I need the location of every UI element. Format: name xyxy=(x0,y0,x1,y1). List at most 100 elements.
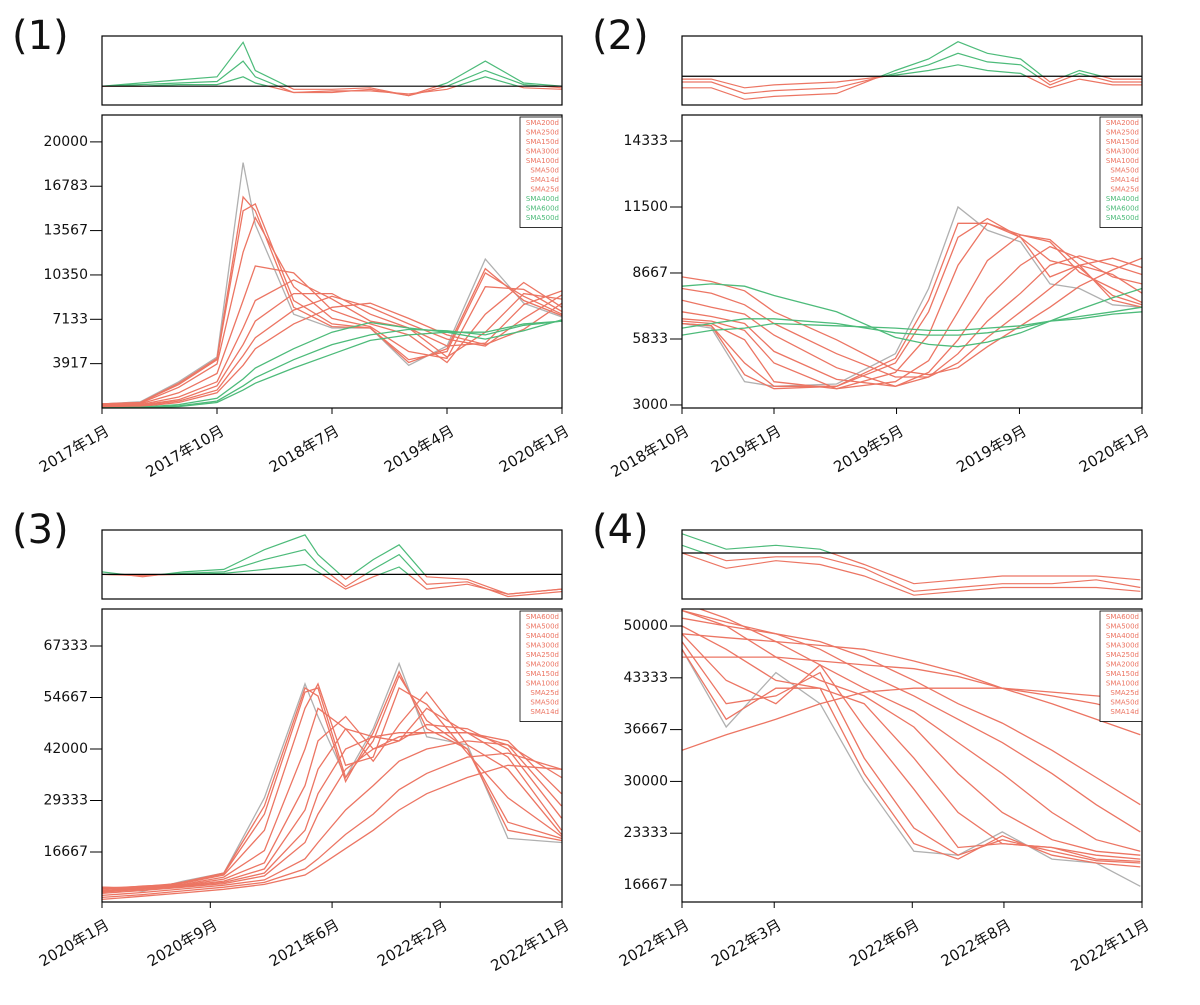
plot-frame xyxy=(681,608,1143,903)
legend-entry: SMA250d xyxy=(526,651,559,659)
legend-entry: SMA300d xyxy=(526,642,559,650)
x-tick-label: 2019年9月 xyxy=(953,422,1029,476)
x-tick-label: 2022年2月 xyxy=(374,916,450,970)
legend-entry: SMA150d xyxy=(526,670,559,678)
y-tick-label: 50000 xyxy=(623,618,668,634)
sma-line xyxy=(682,245,1142,387)
deviation-line-negative xyxy=(702,553,1141,592)
x-tick-label: 2022年6月 xyxy=(846,916,922,970)
deviation-line-positive xyxy=(102,549,419,575)
sma-line xyxy=(682,609,1141,833)
legend-entry: SMA250d xyxy=(1106,129,1139,137)
legend-entry: SMA500d xyxy=(526,623,559,631)
y-tick-label: 30000 xyxy=(623,773,668,789)
y-tick-label: 7133 xyxy=(52,311,88,327)
sma-line xyxy=(102,202,562,405)
legend-entry: SMA100d xyxy=(526,680,559,688)
legend-entry: SMA14d xyxy=(530,176,559,184)
deviation-line-positive xyxy=(102,563,410,575)
deviation-line-negative xyxy=(682,76,1142,100)
legend-entry: SMA150d xyxy=(1106,670,1139,678)
legend-entry: SMA200d xyxy=(1106,661,1139,669)
y-tick-label: 29333 xyxy=(43,792,88,808)
sma-line xyxy=(682,687,1141,751)
sma-line xyxy=(102,320,562,408)
sma-line xyxy=(102,265,562,406)
legend-entry: SMA25d xyxy=(1110,689,1139,697)
legend-entry: SMA600d xyxy=(526,613,559,621)
sma-line xyxy=(682,222,1142,390)
deviation-line-negative xyxy=(102,574,562,595)
x-tick-label: 2022年11月 xyxy=(1068,916,1153,975)
plot-frame xyxy=(101,114,563,409)
sma-line xyxy=(102,732,562,893)
sma-line xyxy=(682,633,1141,736)
x-tick-label: 2020年1月 xyxy=(36,916,112,970)
legend-entry: SMA200d xyxy=(526,661,559,669)
legend-box xyxy=(519,610,563,722)
sma-line xyxy=(102,320,562,408)
panel: (3) 16667 29333 42000 54667 67333 2020年1月 2020年… xyxy=(12,507,572,975)
y-tick-label: 54667 xyxy=(43,689,88,705)
deviation-line-positive xyxy=(682,533,833,553)
y-tick-label: 3917 xyxy=(52,356,88,372)
y-tick-label: 23333 xyxy=(623,825,668,841)
x-tick-label: 2018年10月 xyxy=(608,422,693,481)
sma-line xyxy=(102,216,562,406)
legend-entry: SMA500d xyxy=(526,214,559,222)
x-tick-label: 2022年3月 xyxy=(708,916,784,970)
legend-entry: SMA14d xyxy=(530,708,559,716)
deviation-line-positive xyxy=(102,60,550,87)
sma-line xyxy=(682,306,1142,336)
x-tick-label: 2019年5月 xyxy=(830,422,906,476)
deviation-line-negative xyxy=(117,574,562,595)
y-tick-label: 16667 xyxy=(43,844,88,860)
deviation-frame xyxy=(101,529,563,600)
legend-entry: SMA50d xyxy=(530,699,559,707)
sma-line xyxy=(682,257,1142,376)
legend-entry: SMA50d xyxy=(1110,167,1139,175)
x-tick-label: 2017年10月 xyxy=(143,422,228,481)
legend-entry: SMA400d xyxy=(1106,632,1139,640)
y-tick-label: 8667 xyxy=(632,265,668,281)
legend-entry: SMA25d xyxy=(1110,186,1139,194)
deviation-line-positive xyxy=(879,41,1104,77)
legend-entry: SMA200d xyxy=(526,119,559,127)
panel: (1) 3917 7133 10350 13567 16783 20000 2017年1月 20… xyxy=(12,13,572,481)
legend-box xyxy=(1099,610,1143,722)
legend-entry: SMA50d xyxy=(530,167,559,175)
sma-line xyxy=(682,311,1142,336)
legend-entry: SMA600d xyxy=(1106,613,1139,621)
legend-entry: SMA150d xyxy=(526,138,559,146)
y-tick-label: 10350 xyxy=(43,267,88,283)
legend-entry: SMA600d xyxy=(526,205,559,213)
legend-entry: SMA200d xyxy=(1106,119,1139,127)
x-tick-label: 2021年6月 xyxy=(266,916,342,970)
y-tick-label: 16667 xyxy=(623,877,668,893)
deviation-line-positive xyxy=(102,76,521,87)
deviation-line-positive xyxy=(102,534,426,575)
x-tick-label: 2020年9月 xyxy=(144,916,220,970)
legend-entry: SMA300d xyxy=(526,148,559,156)
sma-line xyxy=(102,691,562,890)
y-tick-label: 67333 xyxy=(43,638,88,654)
sma-line xyxy=(682,255,1142,387)
sma-line xyxy=(682,625,1141,860)
legend-entry: SMA100d xyxy=(526,157,559,165)
legend-entry: SMA400d xyxy=(526,195,559,203)
x-tick-label: 2022年11月 xyxy=(488,916,573,975)
deviation-line-negative xyxy=(102,86,562,97)
panel: (4) 16667 23333 30000 36667 43333 50000 2022年1月… xyxy=(592,507,1152,975)
legend-entry: SMA500d xyxy=(1106,214,1139,222)
legend-box xyxy=(519,116,563,228)
deviation-line-negative xyxy=(682,76,1142,95)
panel: (2) 3000 5833 8667 11500 14333 2018年10月 2019年1月… xyxy=(592,13,1152,481)
legend-entry: SMA250d xyxy=(1106,651,1139,659)
legend-entry: SMA150d xyxy=(1106,138,1139,146)
deviation-frame xyxy=(681,529,1143,600)
y-tick-label: 14333 xyxy=(623,133,668,149)
legend-entry: SMA14d xyxy=(1110,708,1139,716)
legend-entry: SMA300d xyxy=(1106,642,1139,650)
deviation-line-positive xyxy=(881,52,1093,77)
sma-line xyxy=(102,732,562,894)
